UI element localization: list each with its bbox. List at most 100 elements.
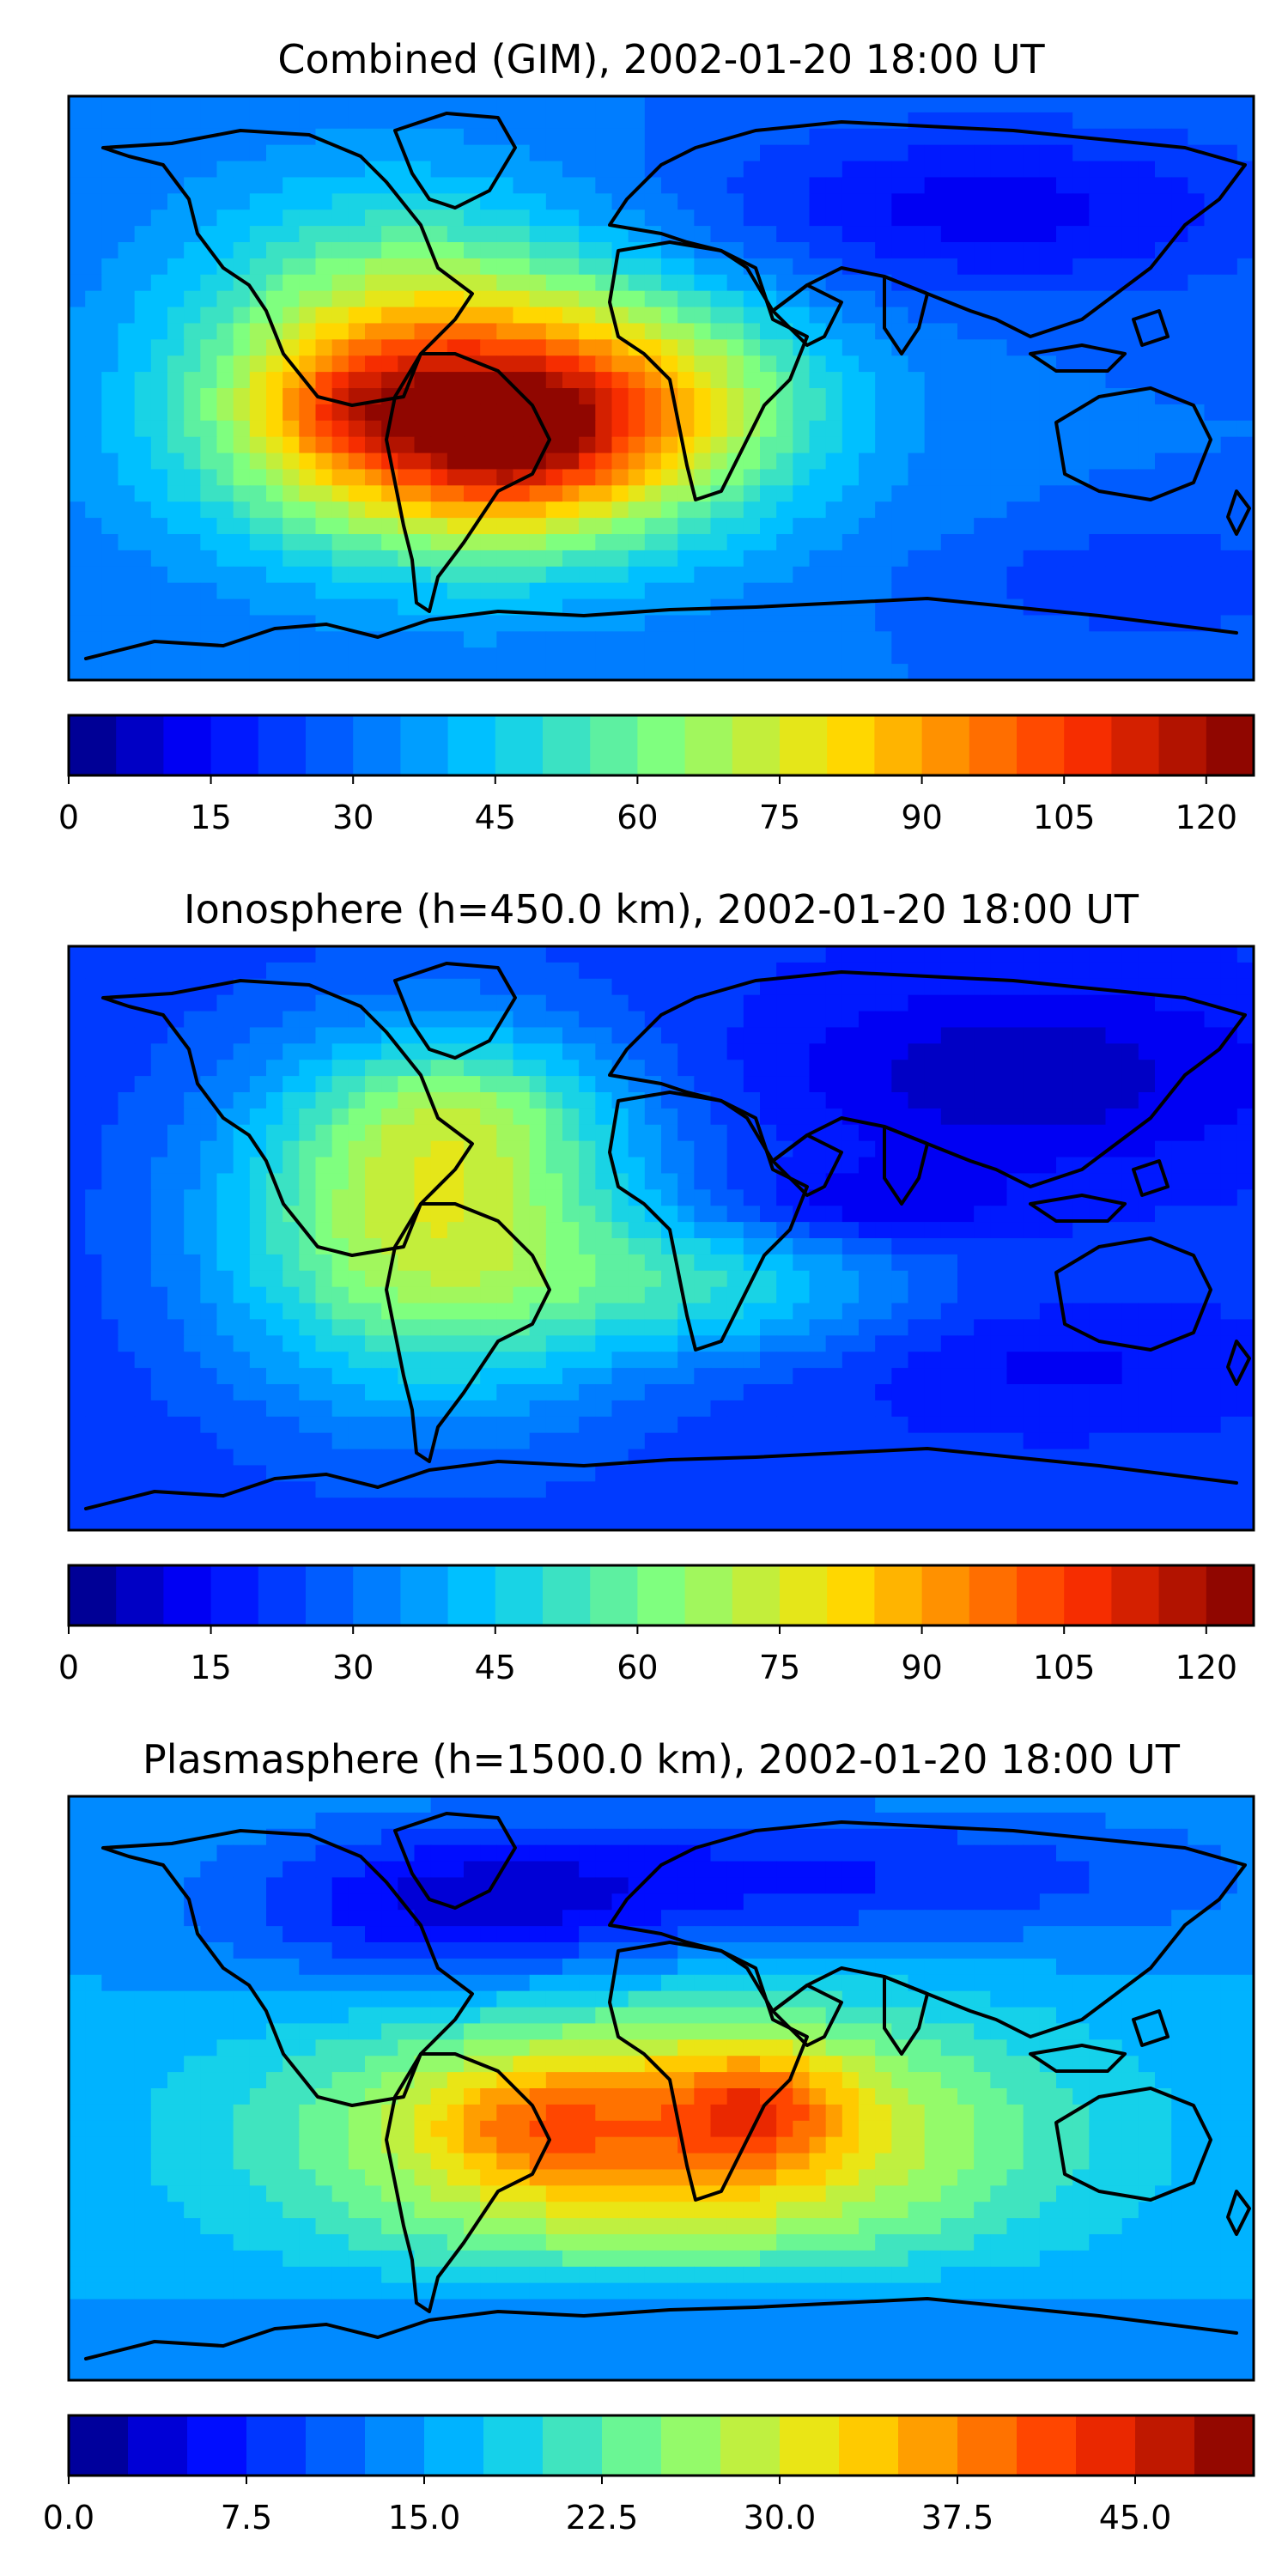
field-cell	[134, 978, 152, 996]
field-cell	[743, 962, 761, 980]
field-cell	[1204, 339, 1222, 356]
field-cell	[924, 1060, 942, 1077]
field-cell	[990, 96, 1008, 113]
field-cell	[398, 1027, 416, 1044]
field-cell	[430, 1173, 448, 1190]
field-cell	[644, 1416, 662, 1434]
field-cell	[513, 1157, 531, 1175]
field-cell	[1155, 1140, 1172, 1158]
field-cell	[1188, 1238, 1206, 1255]
field-cell	[216, 1027, 234, 1044]
field-cell	[661, 355, 678, 373]
field-cell	[579, 1011, 596, 1029]
field-cell	[101, 193, 119, 210]
field-cell	[545, 647, 563, 665]
field-cell	[595, 566, 613, 584]
field-cell	[1155, 1206, 1172, 1223]
field-cell	[1039, 1189, 1057, 1206]
field-cell	[859, 177, 876, 194]
field-cell	[266, 1238, 283, 1255]
field-cell	[579, 566, 596, 584]
field-cell	[694, 307, 712, 325]
field-cell	[776, 161, 793, 179]
field-cell	[233, 1108, 251, 1126]
colorbar-segment	[258, 715, 307, 775]
field-cell	[118, 242, 136, 259]
field-cell	[940, 1206, 958, 1223]
field-cell	[496, 566, 514, 584]
field-cell	[957, 534, 975, 551]
field-cell	[513, 177, 531, 194]
field-cell	[1121, 1368, 1139, 1385]
field-cell	[974, 242, 991, 259]
field-cell	[1236, 453, 1254, 471]
field-cell	[1006, 1254, 1024, 1272]
field-cell	[134, 453, 152, 471]
field-cell	[150, 1173, 168, 1190]
field-cell	[809, 290, 827, 308]
field-cell	[628, 978, 646, 996]
field-cell	[1220, 1092, 1238, 1109]
field-cell	[891, 1384, 909, 1401]
field-cell	[710, 339, 728, 356]
field-cell	[1236, 1108, 1254, 1126]
field-cell	[974, 1303, 991, 1321]
field-cell	[414, 1303, 432, 1321]
field-cell	[414, 1352, 432, 1369]
field-cell	[974, 946, 991, 963]
field-cell	[464, 96, 481, 113]
field-cell	[891, 1027, 909, 1044]
field-cell	[611, 274, 629, 292]
field-cell	[611, 420, 629, 438]
field-cell	[710, 1011, 728, 1029]
field-cell	[480, 1043, 497, 1060]
field-cell	[447, 647, 465, 665]
field-cell	[266, 1043, 283, 1060]
field-cell	[150, 664, 168, 680]
field-cell	[776, 1060, 793, 1077]
field-cell	[760, 1335, 777, 1352]
field-cell	[1171, 96, 1188, 113]
field-cell	[315, 96, 333, 113]
field-cell	[101, 258, 119, 276]
field-cell	[726, 1465, 744, 1482]
field-cell	[365, 1157, 382, 1175]
field-cell	[496, 1270, 514, 1288]
field-cell	[793, 1076, 811, 1093]
field-cell	[1171, 1157, 1188, 1175]
field-cell	[743, 307, 761, 325]
field-cell	[562, 1206, 580, 1223]
field-cell	[184, 242, 201, 259]
field-cell	[990, 1222, 1008, 1239]
field-cell	[579, 1400, 596, 1418]
field-cell	[726, 550, 744, 568]
field-cell	[694, 144, 712, 162]
field-cell	[184, 1092, 201, 1109]
field-cell	[69, 647, 86, 665]
field-cell	[809, 404, 827, 422]
field-cell	[216, 112, 234, 130]
field-cell	[628, 1286, 646, 1304]
field-cell	[1236, 1140, 1254, 1158]
field-cell	[1023, 994, 1041, 1012]
field-cell	[644, 647, 662, 665]
field-cell	[249, 1157, 267, 1175]
field-cell	[118, 1352, 136, 1369]
field-cell	[990, 1108, 1008, 1126]
field-cell	[595, 112, 613, 130]
field-cell	[1236, 962, 1254, 980]
field-cell	[1188, 1157, 1206, 1175]
field-cell	[940, 582, 958, 600]
field-cell	[464, 274, 481, 292]
field-cell	[233, 388, 251, 405]
field-cell	[101, 664, 119, 680]
field-cell	[398, 388, 416, 405]
field-cell	[579, 582, 596, 600]
field-cell	[249, 1416, 267, 1434]
field-cell	[891, 1416, 909, 1434]
field-cell	[283, 258, 300, 276]
field-cell	[793, 1319, 811, 1336]
field-cell	[398, 1076, 416, 1093]
field-cell	[809, 1076, 827, 1093]
field-cell	[167, 1384, 185, 1401]
